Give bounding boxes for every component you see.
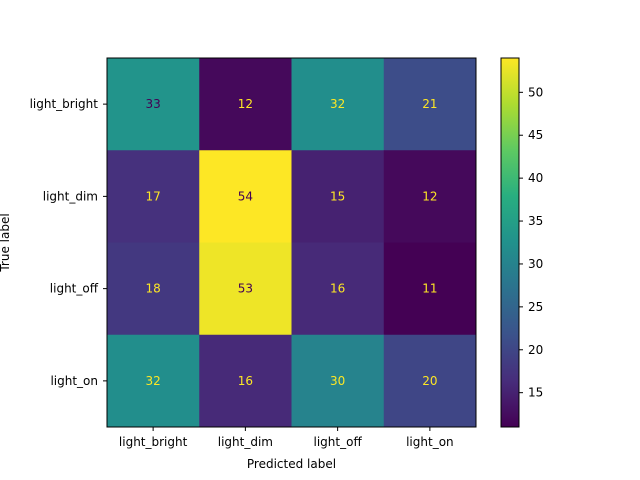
heatmap-cell xyxy=(291,242,385,336)
x-tick-label: light_bright xyxy=(119,435,188,449)
colorbar xyxy=(501,58,519,427)
heatmap-cell xyxy=(107,242,200,336)
plot-frame xyxy=(106,57,477,428)
colorbar-tick-label: 40 xyxy=(528,171,543,185)
heatmap-cell xyxy=(383,242,477,336)
cell-value-label: 20 xyxy=(422,374,437,388)
cell-value-label: 32 xyxy=(330,97,345,111)
heatmap-cell xyxy=(291,150,385,243)
colorbar-tick-label: 25 xyxy=(528,300,543,314)
cell-value-label: 32 xyxy=(145,374,160,388)
colorbar-tick-label: 30 xyxy=(528,257,543,271)
cell-value-label: 16 xyxy=(238,374,253,388)
y-tick-label: light_on xyxy=(50,374,98,388)
heatmap-cells xyxy=(107,58,477,428)
cell-value-label: 16 xyxy=(330,282,345,296)
heatmap-cell xyxy=(107,58,200,151)
heatmap-cell xyxy=(107,150,200,243)
heatmap-cell xyxy=(107,334,200,428)
x-tick-label: light_dim xyxy=(218,435,273,449)
cell-value-label: 33 xyxy=(145,97,160,111)
heatmap-cell xyxy=(291,58,385,151)
cell-value-label: 54 xyxy=(238,189,253,203)
colorbar-tick-label: 50 xyxy=(528,85,543,99)
x-axis-ticks: light_bright light_dim light_off light_on xyxy=(119,427,454,449)
y-axis-ticks: light_bright light_dim light_off light_on xyxy=(30,97,107,388)
x-tick-label: light_on xyxy=(406,435,454,449)
y-tick-label: light_dim xyxy=(43,189,98,203)
heatmap-cell xyxy=(383,150,477,243)
cell-value-label: 12 xyxy=(422,189,437,203)
cell-value-label: 18 xyxy=(145,282,160,296)
cell-value-label: 30 xyxy=(330,374,345,388)
colorbar-frame xyxy=(500,57,520,428)
y-tick-label: light_off xyxy=(50,282,99,296)
heatmap-cell xyxy=(383,58,477,151)
heatmap-cell xyxy=(199,334,292,428)
cell-value-labels: 33 12 32 21 17 54 15 12 18 53 16 11 32 16 30 20 xyxy=(145,97,437,388)
colorbar-ticks: 15 20 25 30 35 40 45 50 xyxy=(519,85,543,400)
x-axis-label: Predicted label xyxy=(247,457,336,471)
cell-value-label: 21 xyxy=(422,97,437,111)
cell-value-label: 11 xyxy=(422,282,437,296)
cell-value-label: 17 xyxy=(145,189,160,203)
heatmap-cell xyxy=(383,334,477,428)
heatmap-cell xyxy=(199,150,292,243)
heatmap-cell xyxy=(199,58,292,151)
x-tick-label: light_off xyxy=(314,435,363,449)
heatmap-cell xyxy=(291,334,385,428)
colorbar-tick-label: 20 xyxy=(528,343,543,357)
heatmap-cell xyxy=(199,242,292,336)
colorbar-tick-label: 15 xyxy=(528,386,543,400)
cell-value-label: 53 xyxy=(238,282,253,296)
y-tick-label: light_bright xyxy=(30,97,99,111)
cell-value-label: 12 xyxy=(238,97,253,111)
cell-value-label: 15 xyxy=(330,189,345,203)
colorbar-tick-label: 45 xyxy=(528,128,543,142)
y-axis-label: True label xyxy=(0,213,12,272)
colorbar-tick-label: 35 xyxy=(528,214,543,228)
